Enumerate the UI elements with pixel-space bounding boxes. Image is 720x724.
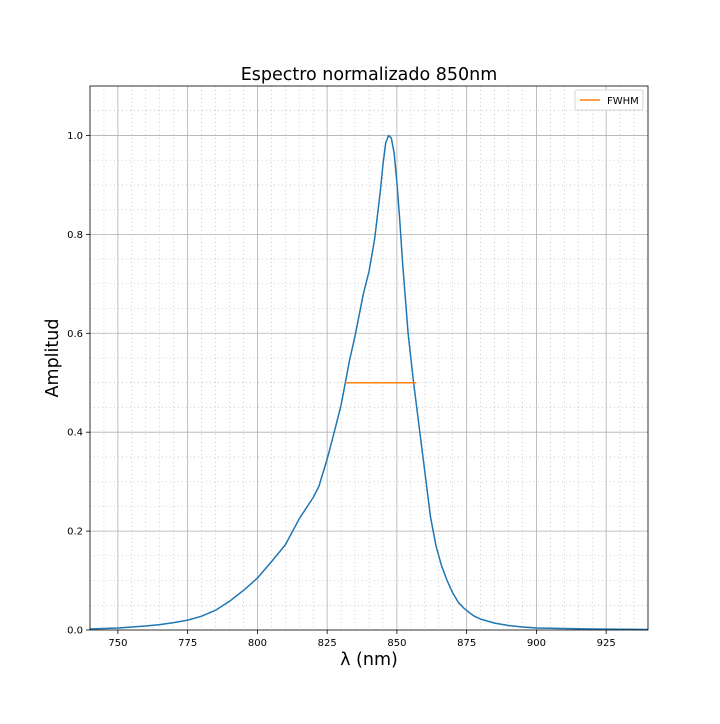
y-axis-label: Amplitud [43,319,63,398]
legend-fwhm-label: FWHM [607,96,639,107]
major-grid [90,86,648,630]
chart-title: Espectro normalizado 850nm [241,65,498,85]
y-axis-ticks: 0.0 0.2 0.4 0.6 0.8 1.0 [67,131,90,637]
y-tick-label: 0.2 [67,527,83,538]
x-tick-label: 825 [318,638,337,649]
legend-box [574,89,644,111]
y-tick-label: 0.4 [67,428,83,439]
x-tick-label: 850 [387,638,406,649]
y-tick-label: 0.6 [67,329,83,340]
minor-grid [90,86,648,630]
plot-frame [89,85,649,631]
y-tick-label: 1.0 [67,131,83,142]
spectrum-line [89,134,649,631]
x-tick-label: 800 [248,638,267,649]
x-tick-label: 775 [178,638,197,649]
y-tick-label: 0.0 [67,626,83,637]
legend: FWHM [574,89,644,111]
x-tick-label: 925 [597,638,616,649]
x-axis-ticks: 750 775 800 825 850 875 900 925 [108,630,616,649]
y-tick-label: 0.8 [67,230,83,241]
x-tick-label: 900 [527,638,546,649]
x-tick-label: 875 [457,638,476,649]
x-axis-label: λ (nm) [340,650,398,670]
series-layer [89,134,649,631]
x-tick-label: 750 [108,638,127,649]
